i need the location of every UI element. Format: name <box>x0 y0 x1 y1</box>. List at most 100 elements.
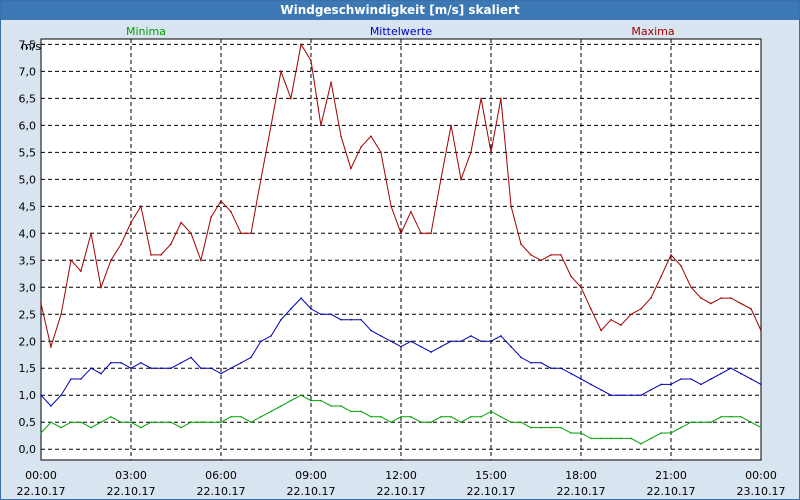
y-axis-label: m/s <box>21 40 41 53</box>
data-point-maxima <box>600 329 602 332</box>
data-point-minima <box>640 443 642 445</box>
data-point-mittelwerte <box>450 340 452 343</box>
y-tick-label: 7,5 <box>19 38 37 51</box>
data-point-minima <box>630 437 632 440</box>
x-tick-time: 21:00 <box>655 469 687 482</box>
x-tick-date: 22.10.17 <box>107 485 156 498</box>
data-point-mittelwerte <box>170 367 172 370</box>
data-point-minima <box>210 421 212 424</box>
data-point-minima <box>140 426 142 429</box>
data-point-minima <box>90 426 92 429</box>
data-point-minima <box>680 426 682 429</box>
data-point-mittelwerte <box>540 362 542 364</box>
data-point-maxima <box>60 313 62 316</box>
data-point-minima <box>400 416 402 418</box>
data-point-maxima <box>460 178 462 181</box>
y-tick-label: 3,0 <box>19 281 37 294</box>
data-point-maxima <box>690 286 692 289</box>
data-point-maxima <box>50 345 52 348</box>
data-point-mittelwerte <box>550 367 552 370</box>
data-point-mittelwerte <box>680 378 682 380</box>
data-point-mittelwerte <box>120 362 122 364</box>
y-tick-label: 7,0 <box>19 65 37 78</box>
data-point-minima <box>300 394 302 397</box>
data-point-minima <box>550 426 552 429</box>
data-point-maxima <box>380 151 382 154</box>
data-point-minima <box>460 421 462 424</box>
data-point-maxima <box>320 124 322 127</box>
y-tick-label: 3,5 <box>19 254 37 267</box>
legend: Minima Mittelwerte Maxima <box>126 25 675 38</box>
data-point-minima <box>370 416 372 418</box>
data-point-maxima <box>360 146 362 148</box>
data-point-mittelwerte <box>670 383 672 386</box>
data-point-maxima <box>620 324 622 326</box>
data-point-mittelwerte <box>110 362 112 364</box>
data-point-minima <box>160 421 162 424</box>
data-point-mittelwerte <box>740 372 742 375</box>
data-point-minima <box>350 410 352 413</box>
data-point-maxima <box>200 259 202 262</box>
data-point-maxima <box>220 200 222 202</box>
y-tick-label: 4,0 <box>19 227 37 240</box>
data-point-maxima <box>760 329 762 332</box>
x-tick-time: 18:00 <box>565 469 597 482</box>
data-point-maxima <box>70 259 72 262</box>
legend-minima: Minima <box>126 25 166 38</box>
data-point-minima <box>500 416 502 418</box>
data-point-maxima <box>290 97 292 100</box>
data-point-maxima <box>550 254 552 256</box>
data-point-minima <box>220 421 222 424</box>
data-point-mittelwerte <box>80 378 82 380</box>
data-point-maxima <box>110 259 112 262</box>
x-tick-date: 22.10.17 <box>557 485 606 498</box>
data-point-mittelwerte <box>320 313 322 316</box>
data-point-maxima <box>130 221 132 224</box>
data-point-maxima <box>340 135 342 137</box>
x-axis: 00:00 22.10.17 03:00 22.10.17 06:00 22.10.17 0… <box>17 469 786 498</box>
data-point-maxima <box>530 254 532 256</box>
data-point-mittelwerte <box>130 367 132 370</box>
data-point-minima <box>720 416 722 418</box>
data-point-minima <box>40 432 42 434</box>
data-point-maxima <box>440 178 442 181</box>
data-point-maxima <box>450 124 452 127</box>
data-point-mittelwerte <box>720 372 722 375</box>
data-point-mittelwerte <box>190 356 192 359</box>
data-point-minima <box>690 421 692 424</box>
data-point-mittelwerte <box>150 367 152 370</box>
data-point-maxima <box>370 135 372 137</box>
y-tick-label: 2,0 <box>19 335 37 348</box>
data-point-maxima <box>750 308 752 310</box>
data-point-maxima <box>640 308 642 310</box>
data-point-minima <box>560 426 562 429</box>
data-point-minima <box>610 437 612 440</box>
data-point-mittelwerte <box>530 362 532 364</box>
data-point-mittelwerte <box>60 394 62 397</box>
data-point-minima <box>250 421 252 424</box>
x-tick-time: 03:00 <box>115 469 147 482</box>
data-point-minima <box>430 421 432 424</box>
data-point-mittelwerte <box>590 383 592 386</box>
data-point-minima <box>360 410 362 413</box>
data-point-maxima <box>730 297 732 299</box>
data-point-maxima <box>670 254 672 256</box>
data-point-maxima <box>470 151 472 154</box>
data-point-maxima <box>150 254 152 256</box>
data-point-minima <box>590 437 592 440</box>
y-tick-label: 6,5 <box>19 92 37 105</box>
x-tick-date: 22.10.17 <box>197 485 246 498</box>
data-point-minima <box>450 416 452 418</box>
data-point-mittelwerte <box>610 394 612 397</box>
data-point-minima <box>700 421 702 424</box>
data-point-maxima <box>350 167 352 170</box>
data-point-minima <box>510 421 512 424</box>
y-tick-label: 5,5 <box>19 146 37 159</box>
data-point-mittelwerte <box>210 367 212 370</box>
data-point-mittelwerte <box>580 378 582 380</box>
data-point-mittelwerte <box>690 378 692 380</box>
data-point-minima <box>70 421 72 424</box>
x-tick-time: 00:00 <box>745 469 777 482</box>
data-point-mittelwerte <box>340 318 342 321</box>
